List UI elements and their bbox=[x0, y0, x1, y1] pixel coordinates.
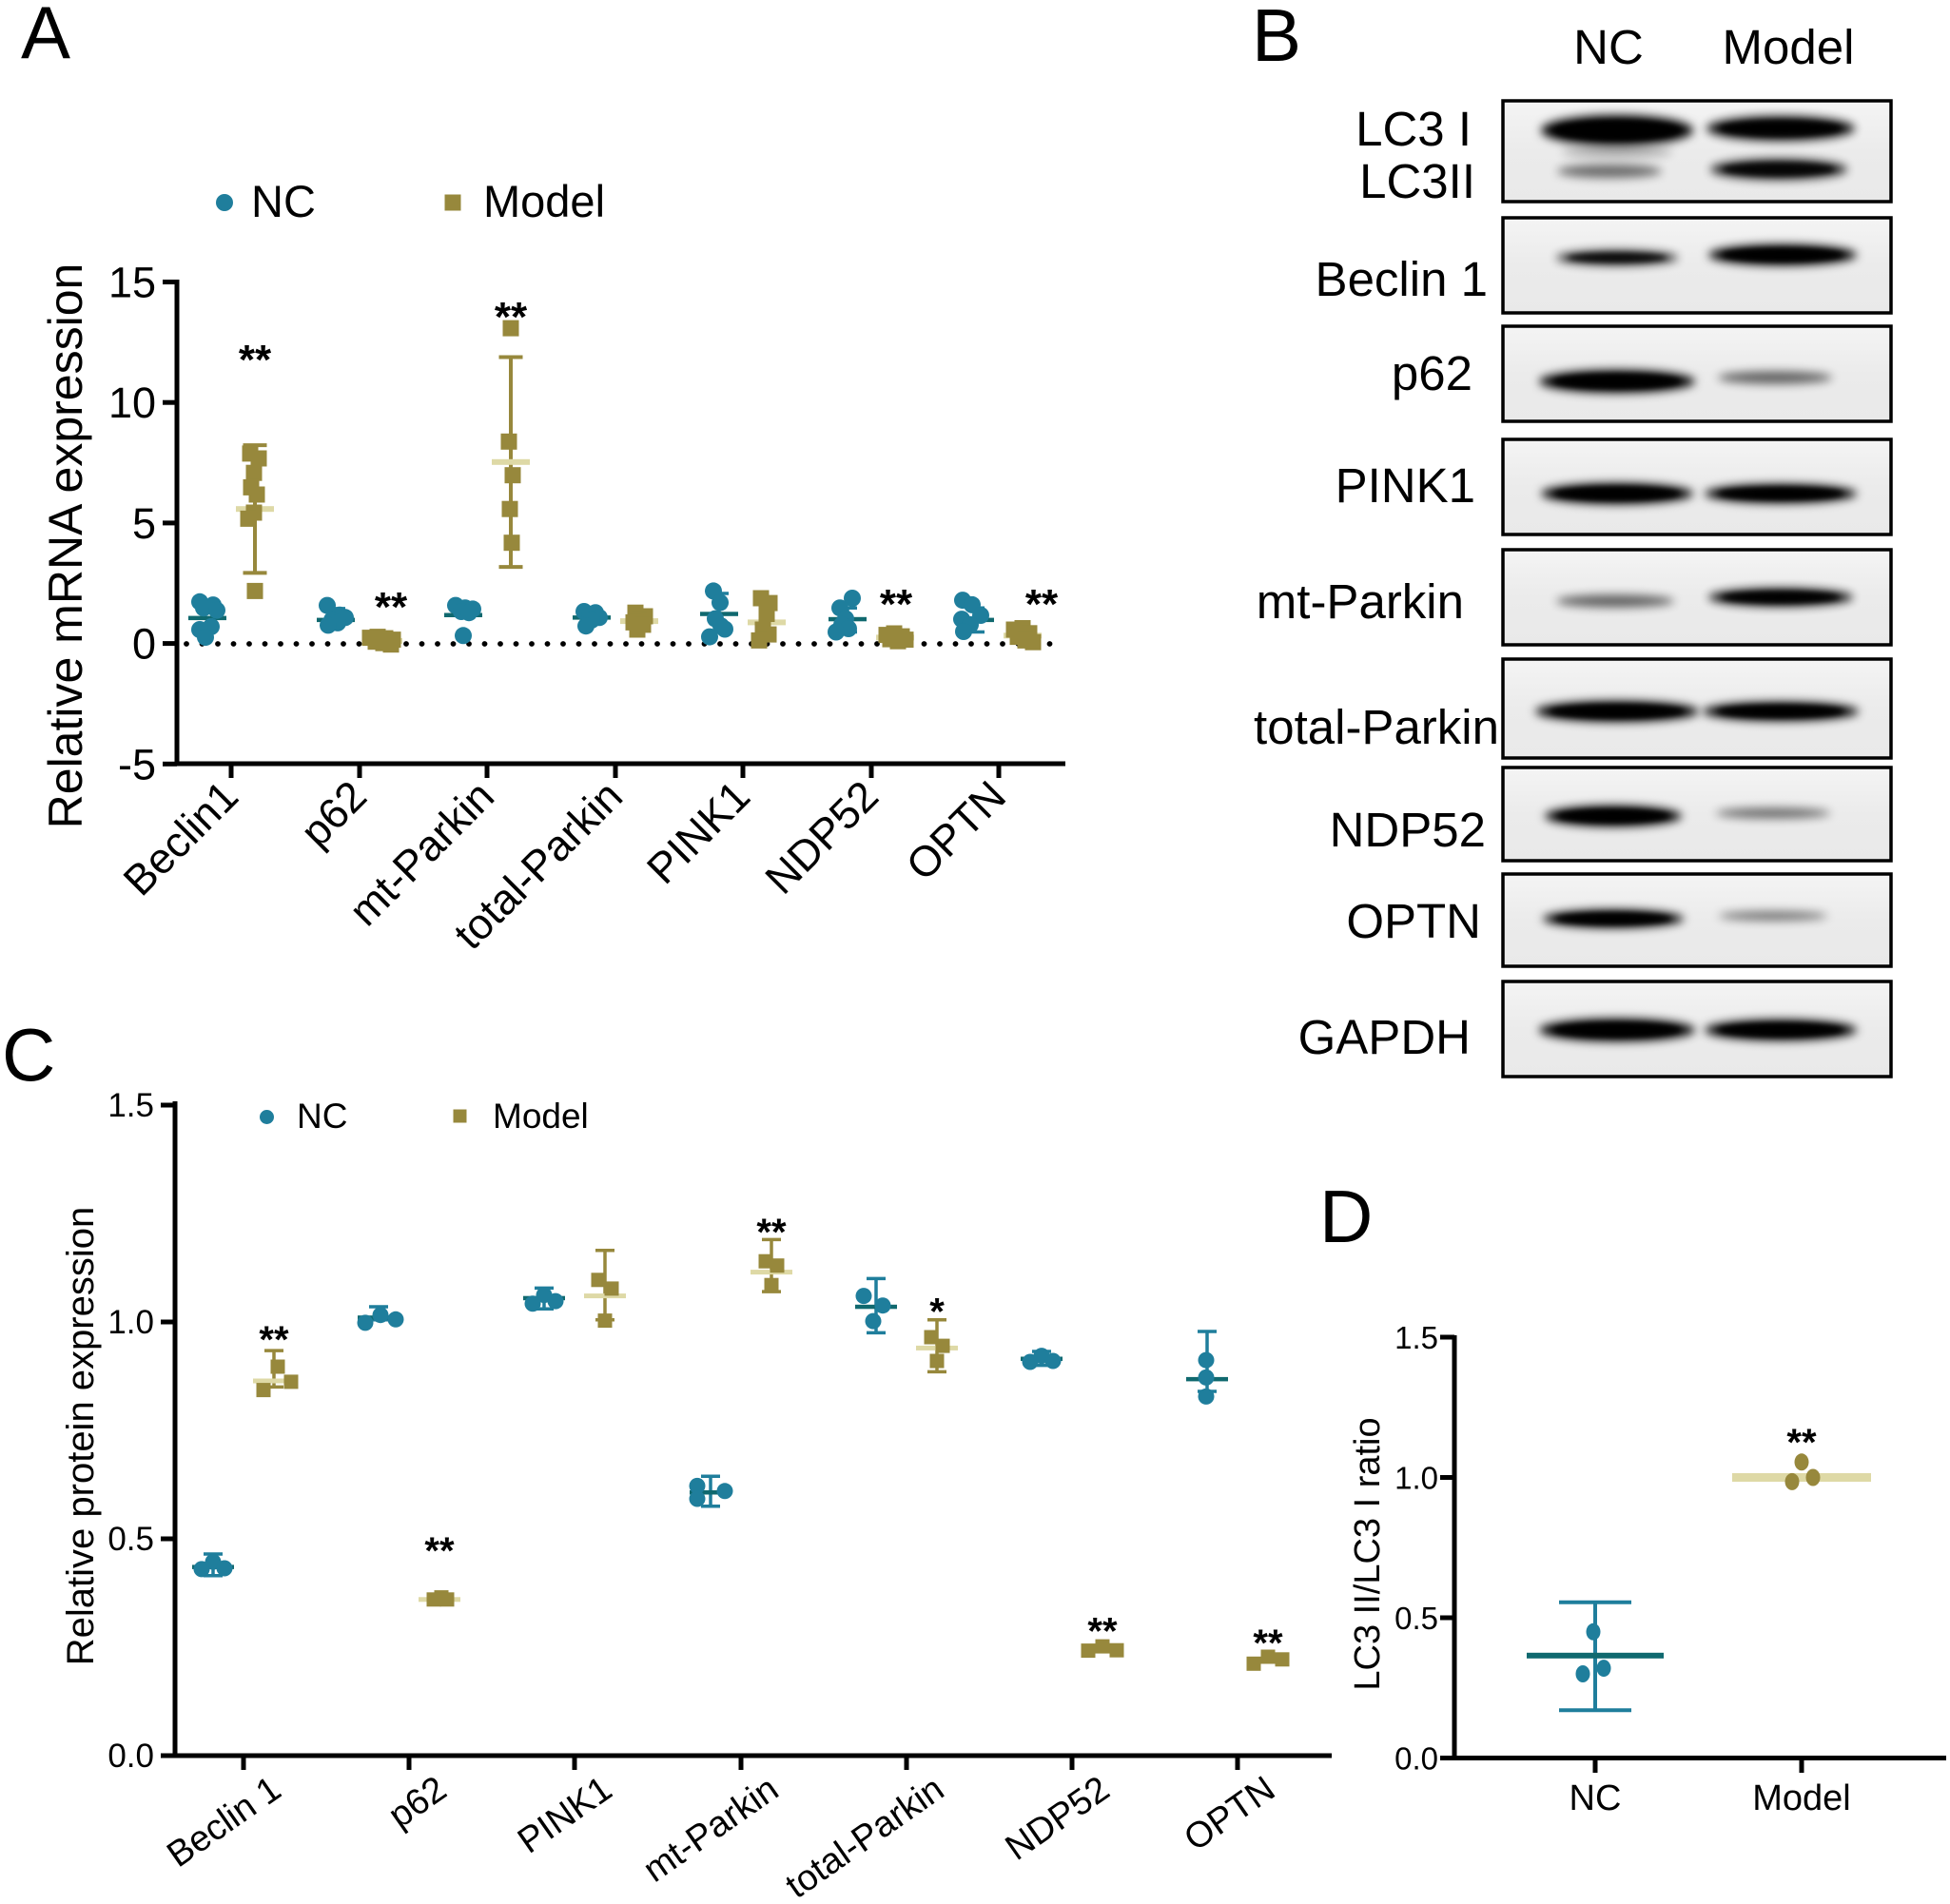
svg-text:LC3 II/LC3 I ratio: LC3 II/LC3 I ratio bbox=[1348, 1417, 1388, 1690]
svg-text:A: A bbox=[21, 0, 70, 74]
svg-text:NC: NC bbox=[251, 176, 316, 226]
svg-text:B: B bbox=[1252, 0, 1301, 77]
svg-text:**: ** bbox=[1025, 581, 1059, 628]
svg-text:LC3II: LC3II bbox=[1359, 154, 1475, 208]
svg-text:**: ** bbox=[375, 584, 408, 631]
svg-text:Relative protein expression: Relative protein expression bbox=[60, 1207, 102, 1665]
svg-text:total-Parkin: total-Parkin bbox=[1254, 700, 1499, 754]
svg-text:Model: Model bbox=[1752, 1778, 1851, 1818]
svg-text:PINK1: PINK1 bbox=[1336, 458, 1475, 513]
svg-text:15: 15 bbox=[108, 259, 156, 307]
svg-text:0.5: 0.5 bbox=[107, 1521, 154, 1558]
svg-text:OPTN: OPTN bbox=[1346, 894, 1481, 948]
svg-text:-5: -5 bbox=[118, 740, 156, 788]
svg-text:LC3 I: LC3 I bbox=[1355, 102, 1472, 156]
svg-text:**: ** bbox=[1786, 1422, 1817, 1464]
svg-text:5: 5 bbox=[132, 499, 156, 548]
svg-text:*: * bbox=[929, 1291, 945, 1332]
svg-text:GAPDH: GAPDH bbox=[1298, 1010, 1471, 1064]
svg-text:1.5: 1.5 bbox=[1394, 1320, 1438, 1355]
svg-text:10: 10 bbox=[108, 379, 156, 427]
svg-text:0.5: 0.5 bbox=[1394, 1601, 1438, 1636]
svg-text:**: ** bbox=[880, 581, 913, 628]
svg-text:Model: Model bbox=[493, 1097, 589, 1136]
svg-text:1.0: 1.0 bbox=[1394, 1461, 1438, 1496]
svg-text:Beclin 1: Beclin 1 bbox=[1316, 252, 1488, 306]
svg-text:NDP52: NDP52 bbox=[1330, 803, 1486, 857]
svg-text:NC: NC bbox=[1570, 1778, 1622, 1818]
svg-text:NC: NC bbox=[297, 1097, 347, 1136]
svg-text:0: 0 bbox=[132, 620, 156, 669]
svg-text:**: ** bbox=[1253, 1622, 1283, 1664]
svg-text:Relative mRNA expression: Relative mRNA expression bbox=[39, 263, 92, 829]
svg-text:NC: NC bbox=[1573, 20, 1644, 74]
svg-text:Model: Model bbox=[1723, 20, 1855, 74]
svg-text:1.5: 1.5 bbox=[107, 1087, 154, 1124]
svg-text:Model: Model bbox=[483, 176, 605, 226]
svg-text:D: D bbox=[1319, 1175, 1373, 1258]
svg-text:mt-Parkin: mt-Parkin bbox=[1257, 574, 1464, 629]
svg-text:**: ** bbox=[756, 1212, 787, 1253]
svg-text:1.0: 1.0 bbox=[107, 1304, 154, 1341]
svg-text:**: ** bbox=[1087, 1610, 1118, 1652]
svg-text:**: ** bbox=[239, 337, 272, 383]
svg-text:**: ** bbox=[424, 1530, 455, 1572]
svg-text:p62: p62 bbox=[1392, 346, 1472, 400]
svg-text:0.0: 0.0 bbox=[1394, 1741, 1438, 1777]
svg-text:C: C bbox=[2, 1013, 55, 1097]
svg-text:**: ** bbox=[495, 294, 528, 340]
svg-text:0.0: 0.0 bbox=[107, 1738, 154, 1775]
svg-text:**: ** bbox=[259, 1319, 289, 1361]
